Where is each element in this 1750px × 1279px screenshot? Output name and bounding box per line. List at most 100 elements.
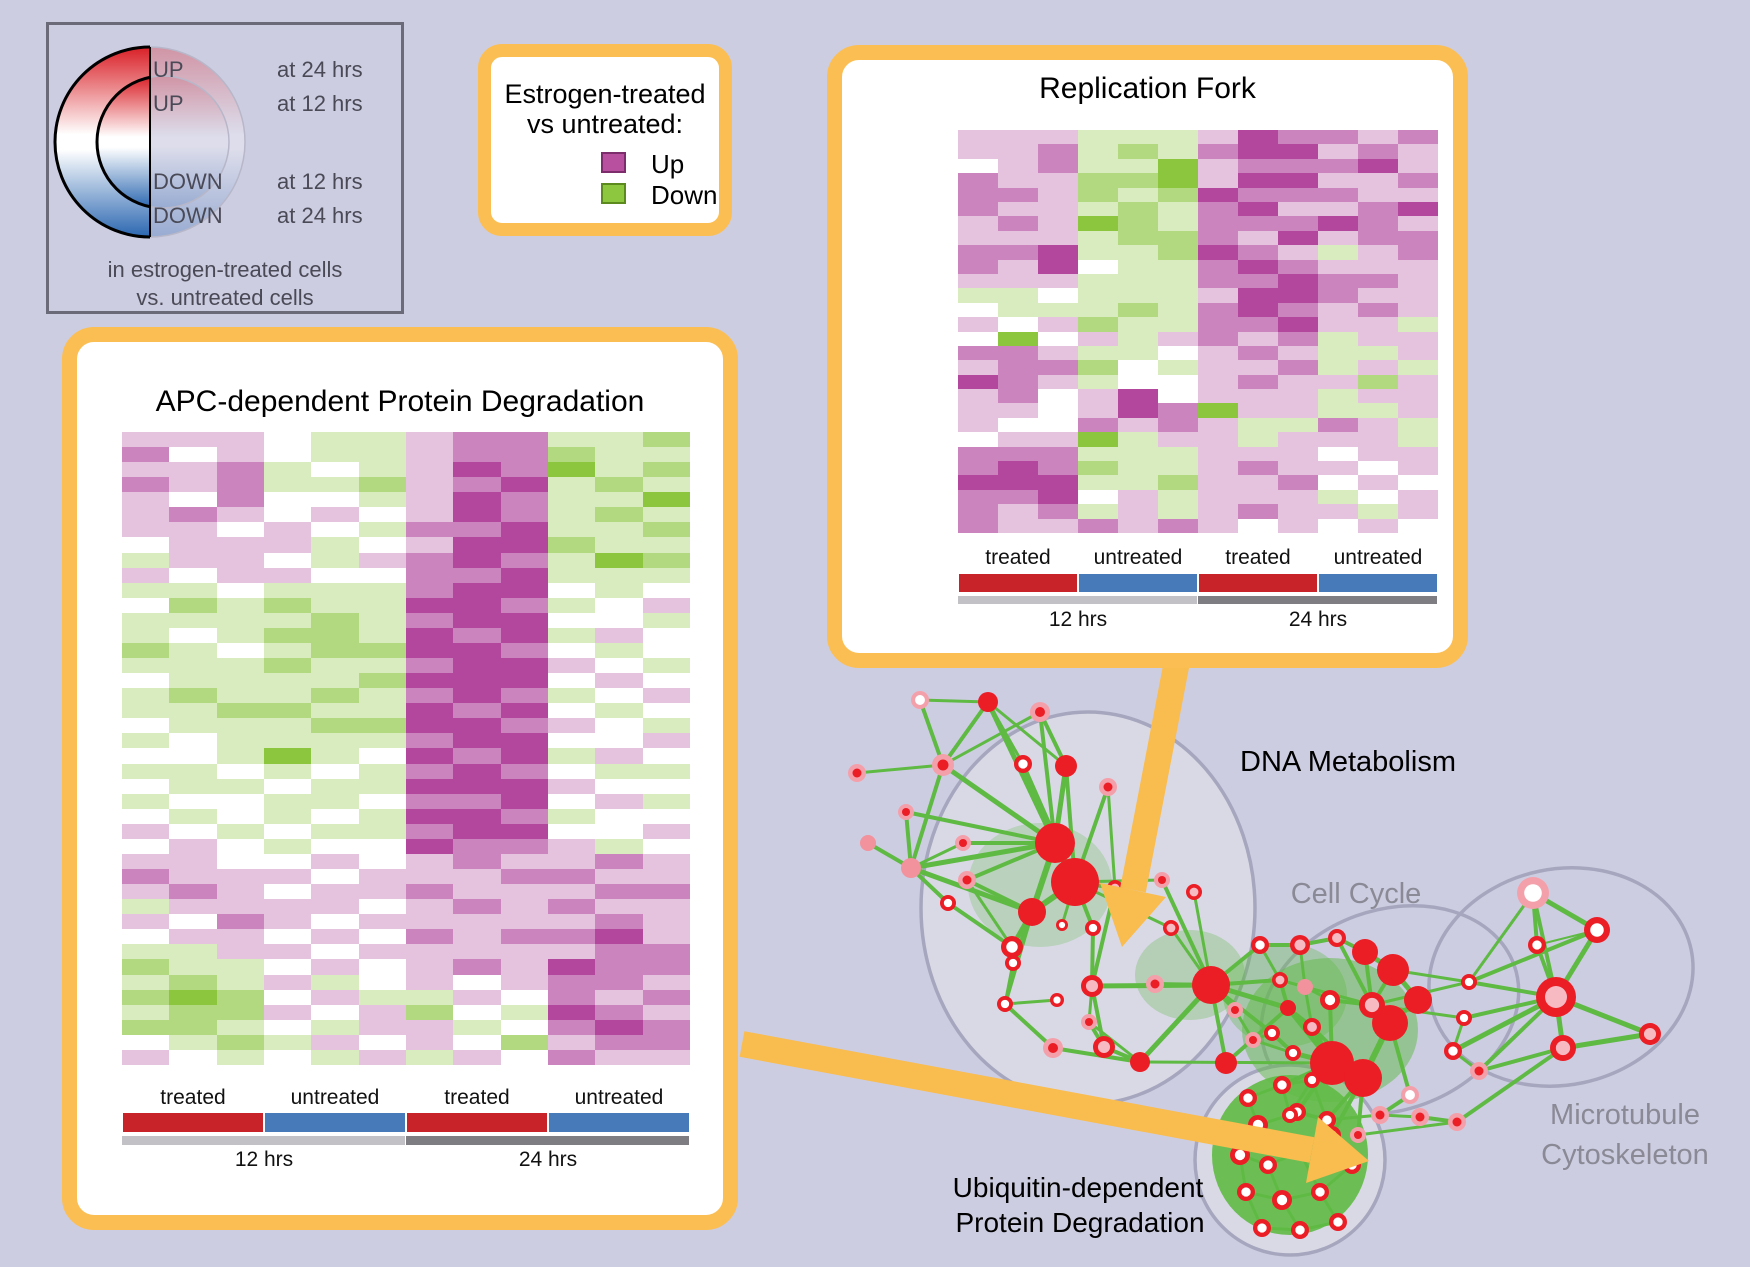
heatmap-cell: [1278, 504, 1318, 519]
heatmap-cell: [311, 673, 359, 689]
heatmap-cell: [263, 974, 312, 990]
heatmap-cell: [500, 477, 548, 493]
arrow-shaft: [739, 1031, 1315, 1163]
gene-node-center: [1277, 1080, 1287, 1090]
heatmap-cell: [453, 567, 501, 583]
cell-cycle-label: Cell Cycle: [1290, 878, 1422, 910]
heatmap-cell: [958, 173, 998, 188]
heatmap-cell: [1238, 187, 1278, 202]
gene-node: [1297, 979, 1313, 995]
heatmap-cell: [169, 703, 217, 719]
heatmap-cell: [1078, 173, 1118, 188]
heatmap-cell: [1278, 331, 1318, 346]
heatmap-cell: [1078, 302, 1118, 318]
heatmap-cell: [122, 778, 170, 794]
heatmap-cell: [1278, 158, 1318, 174]
heatmap-cell: [263, 899, 312, 915]
heatmap-cell: [169, 567, 217, 583]
heatmap-cell: [216, 673, 264, 689]
heatmap-cell: [595, 642, 643, 659]
heatmap-cell: [1158, 144, 1198, 159]
circle-legend-footer-1: in estrogen-treated cells: [107, 257, 343, 282]
heatmap-cell: [1238, 302, 1278, 318]
heatmap-cell: [405, 869, 454, 885]
heatmap-cell: [547, 884, 596, 900]
gene-node-center: [1448, 1046, 1458, 1056]
gene-node: [1018, 898, 1046, 926]
group-label-untreated-12hrs: untreated: [1093, 546, 1183, 569]
heatmap-cell: [642, 853, 690, 870]
heatmap-cell: [169, 763, 217, 779]
heatmap-cell: [642, 492, 690, 508]
gene-node-center: [1315, 1187, 1325, 1197]
condition-bar: [265, 1113, 405, 1132]
heatmap-cell: [1078, 389, 1118, 404]
heatmap-cell: [1398, 273, 1438, 289]
heatmap-cell: [1078, 130, 1118, 145]
heatmap-cell: [169, 552, 217, 568]
heatmap-cell: [1158, 345, 1198, 361]
gene-node: [1310, 1041, 1354, 1085]
heatmap-cell: [642, 432, 690, 448]
heatmap-cell: [1198, 504, 1238, 519]
comparison-legend-title-2: vs untreated:: [526, 109, 684, 139]
heatmap-cell: [1078, 144, 1118, 159]
heatmap-cell: [453, 507, 501, 523]
heatmap-cell: [216, 718, 264, 734]
heatmap-cell: [547, 808, 596, 824]
heatmap-cell: [547, 853, 596, 870]
network-edge: [1455, 1046, 1565, 1124]
heatmap-cell: [1078, 417, 1118, 433]
heatmap-cell: [500, 462, 548, 478]
heatmap-cell: [998, 360, 1038, 375]
heatmap-cell: [642, 929, 690, 945]
gene-node-center: [1000, 999, 1010, 1009]
gene-node-center: [1364, 997, 1380, 1013]
heatmap-cell: [216, 507, 264, 523]
heatmap-cell: [1118, 489, 1158, 505]
heatmap-cell: [547, 974, 596, 990]
heatmap-cell: [998, 130, 1038, 145]
heatmap-cell: [311, 627, 359, 643]
heatmap-cell: [1318, 273, 1358, 289]
heatmap-cell: [1198, 173, 1238, 188]
heatmap-cell: [311, 537, 359, 553]
legend-circle-left-half: [53, 45, 150, 239]
heatmap-cell: [1158, 173, 1198, 188]
heatmap-cell: [1038, 475, 1078, 490]
heatmap-cell: [998, 144, 1038, 159]
heatmap-cell: [216, 1049, 264, 1065]
heatmap-cell: [1158, 374, 1198, 390]
gene-node-center: [1322, 1115, 1332, 1125]
heatmap-cell: [216, 869, 264, 885]
heatmap-cell: [169, 718, 217, 734]
heatmap-cell: [595, 733, 643, 749]
heatmap-cell: [1358, 201, 1398, 217]
heatmap-cell: [216, 884, 264, 900]
heatmap-cell: [169, 673, 217, 689]
heatmap-cell: [311, 853, 359, 870]
gene-node-center: [1288, 1048, 1298, 1058]
heatmap-cell: [1358, 259, 1398, 274]
heatmap-cell: [595, 477, 643, 493]
heatmap-cell: [998, 432, 1038, 447]
heatmap-cell: [1398, 374, 1438, 390]
network-edge: [1003, 998, 1059, 1006]
heatmap-cell: [1318, 288, 1358, 303]
heatmap-cell: [1158, 273, 1198, 289]
heatmap-cell: [1078, 345, 1118, 361]
heatmap-cell: [122, 552, 170, 568]
heatmap-cell: [998, 374, 1038, 390]
network-edge: [986, 700, 1068, 768]
heatmap-cell: [1078, 245, 1118, 260]
gene-node-center: [915, 695, 925, 705]
heatmap-cell: [1198, 230, 1238, 246]
heatmap-cell: [958, 489, 998, 505]
heatmap-cell: [216, 853, 264, 870]
gene-node-center: [1375, 1110, 1385, 1120]
panel-arrows: [739, 643, 1369, 1183]
heatmap-cell: [998, 389, 1038, 404]
heatmap-cell: [500, 838, 548, 854]
dna-metabolism-label: DNA Metabolism: [1240, 746, 1456, 778]
heatmap-cell: [1358, 317, 1398, 332]
